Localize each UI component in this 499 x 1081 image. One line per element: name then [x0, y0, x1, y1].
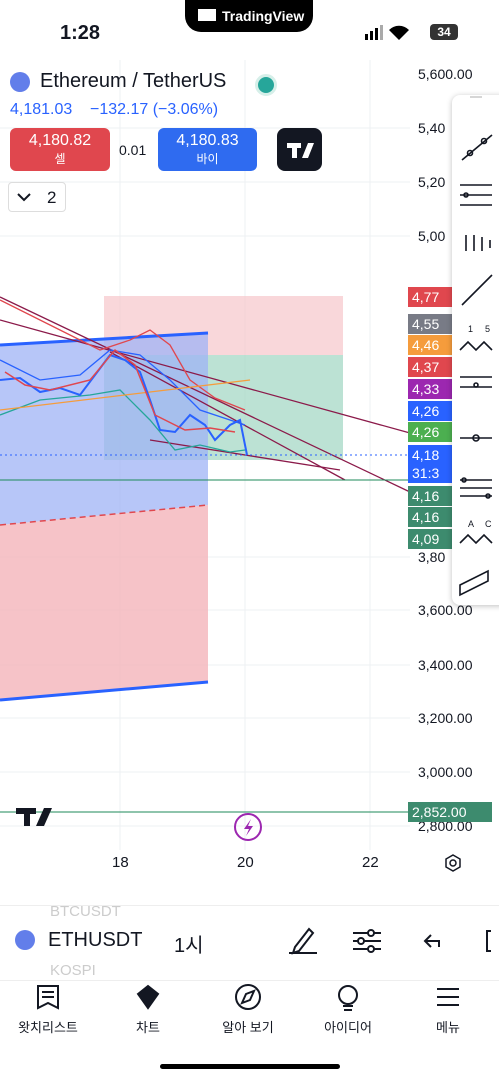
buy-button[interactable]: 4,180.83 바이 [158, 128, 257, 171]
price-label: 3,600.00 [418, 602, 473, 618]
symbol-bar [0, 905, 499, 981]
sell-button[interactable]: 4,180.82 셀 [10, 128, 110, 171]
price-label: 5,20 [418, 174, 446, 190]
price-tag: 4,46 [408, 335, 454, 355]
price-tag: 4,18 [408, 445, 454, 465]
price-label: 5,600.00 [418, 66, 473, 82]
interval[interactable]: 1시 [174, 935, 204, 957]
time-label: 20 [237, 854, 254, 871]
app-name: TradingView [222, 8, 305, 24]
price-tag: 4,09 [408, 529, 454, 549]
trade-logo[interactable] [277, 128, 322, 171]
drawing-toolbar: 1 5 A C [452, 95, 499, 605]
price-change: −132.17 (−3.06%) [90, 101, 219, 118]
sell-label: 셀 [54, 152, 66, 166]
price-tag: 4,55 [408, 314, 454, 334]
tool-label: 1 [468, 324, 474, 334]
layout-dropdown[interactable]: 2 [8, 182, 66, 212]
last-price: 4,181.03 [10, 101, 73, 118]
price-label: 5,40 [418, 120, 446, 136]
price-tag: 4,26 [408, 422, 454, 442]
nav-label[interactable]: 아이디어 [324, 1020, 372, 1035]
price-label: 3,400.00 [418, 657, 473, 673]
app-logo [198, 9, 216, 21]
buy-label: 바이 [196, 152, 219, 166]
price-label: 5,00 [418, 228, 446, 244]
tool-label: 5 [485, 324, 491, 334]
price-tag: 2,852.00 [408, 802, 492, 822]
eth-icon [10, 72, 30, 92]
nav-label[interactable]: 알아 보기 [222, 1020, 274, 1035]
status-time: 1:28 [60, 22, 101, 44]
nav-label[interactable]: 왓치리스트 [18, 1020, 78, 1035]
price-tag: 4,77 [408, 287, 454, 307]
battery: 34 [430, 24, 458, 40]
tool-label: A [468, 519, 475, 529]
spread: 0.01 [119, 142, 147, 158]
price-label: 3,000.00 [418, 764, 473, 780]
price-label: 3,80 [418, 549, 446, 565]
time-label: 18 [112, 854, 129, 871]
price-tag: 4,16 [408, 507, 454, 527]
price-label: 3,200.00 [418, 710, 473, 726]
market-status[interactable] [255, 74, 277, 96]
tool-label: C [485, 519, 492, 529]
symbol-bar-icons[interactable] [285, 925, 499, 955]
buy-price: 4,180.83 [176, 132, 239, 149]
symbol-title[interactable]: Ethereum / TetherUS [40, 70, 227, 92]
prev-symbol[interactable]: BTCUSDT [50, 903, 121, 920]
eth-icon [15, 930, 35, 950]
nav-label[interactable]: 차트 [136, 1020, 160, 1035]
layout-count: 2 [47, 188, 57, 207]
price-tag: 4,26 [408, 401, 454, 421]
signal-wifi [365, 25, 409, 40]
home-indicator [160, 1064, 340, 1069]
time-label: 22 [362, 854, 379, 871]
price-tag: 4,37 [408, 357, 454, 377]
sell-price: 4,180.82 [28, 132, 92, 149]
next-symbol[interactable]: KOSPI [50, 962, 96, 979]
price-label: 2,800.00 [418, 818, 473, 834]
price-tag: 4,33 [408, 379, 454, 399]
symbol[interactable]: ETHUSDT [48, 929, 143, 951]
price-tag: 4,16 [408, 486, 454, 506]
nav-icons [37, 984, 459, 1011]
nav-label[interactable]: 메뉴 [436, 1020, 460, 1035]
price-tag: 31:3 [408, 463, 454, 483]
